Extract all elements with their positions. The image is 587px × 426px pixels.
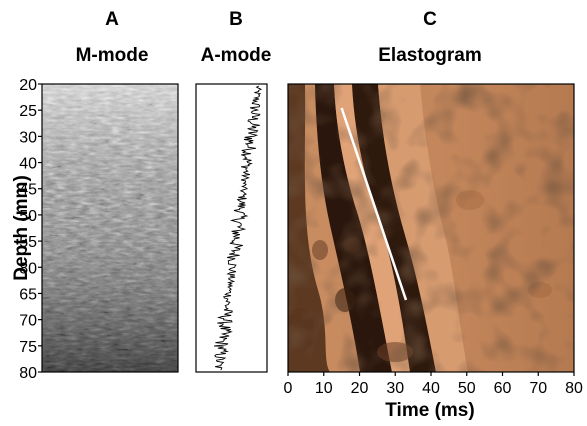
y-tick-label: 25 <box>19 103 37 120</box>
y-tick-label: 65 <box>19 286 37 303</box>
x-tick-label: 70 <box>529 380 547 397</box>
y-tick-label: 40 <box>19 156 37 173</box>
y-tick-marks <box>38 83 42 373</box>
y-tick-label: 45 <box>19 182 37 199</box>
x-tick-label: 60 <box>494 380 512 397</box>
elastogram-image <box>288 84 574 372</box>
x-tick-label: 0 <box>284 380 293 397</box>
y-tick-label: 55 <box>19 234 37 251</box>
x-tick-label: 50 <box>458 380 476 397</box>
panel-c-title: Elastogram <box>378 45 481 66</box>
x-tick-label: 20 <box>351 380 369 397</box>
panel-a-letter: A <box>105 9 119 30</box>
y-tick-label: 75 <box>19 339 37 356</box>
y-axis-label: Depth (mm) <box>11 175 32 281</box>
m-mode-frame <box>41 83 179 373</box>
x-axis-label: Time (ms) <box>385 400 474 421</box>
m-mode-image <box>42 84 178 372</box>
y-tick-label: 30 <box>19 129 37 146</box>
y-tick-label: 50 <box>19 208 37 225</box>
x-tick-labels: 0 10 20 30 40 50 60 70 80 <box>284 380 583 397</box>
panel-b-letter: B <box>229 9 243 30</box>
wave-front-fit-line <box>340 107 408 301</box>
y-tick-label: 80 <box>19 365 37 382</box>
x-tick-label: 30 <box>386 380 404 397</box>
y-tick-label: 70 <box>19 313 37 330</box>
panel-a-title: M-mode <box>76 45 149 66</box>
x-tick-label: 80 <box>565 380 583 397</box>
y-tick-labels: 20 25 30 40 45 50 55 80 65 70 75 80 <box>19 77 37 382</box>
a-mode-frame <box>195 83 268 373</box>
x-tick-label: 40 <box>422 380 440 397</box>
a-mode-trace <box>214 85 263 371</box>
panel-c-letter: C <box>423 9 437 30</box>
x-tick-label: 10 <box>315 380 333 397</box>
y-tick-label: 80 <box>19 260 37 277</box>
panel-b-title: A-mode <box>201 45 272 66</box>
x-tick-marks <box>287 372 575 376</box>
y-tick-label: 20 <box>19 77 37 94</box>
